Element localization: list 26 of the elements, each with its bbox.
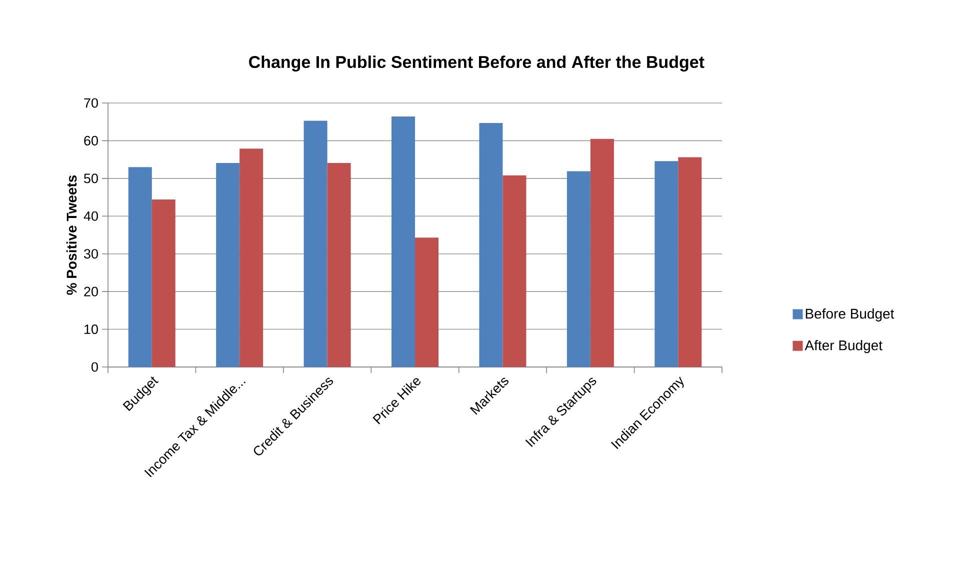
bar: [216, 162, 240, 367]
y-tick-label: 60: [84, 136, 98, 146]
bar: [152, 200, 176, 367]
legend-label: Before Budget: [806, 308, 894, 322]
bar: [566, 171, 590, 367]
bar: [415, 238, 439, 367]
legend-label: After Budget: [804, 340, 882, 354]
y-axis-title: % Positive Tweets: [66, 175, 77, 295]
bar: [304, 120, 328, 367]
bar: [654, 161, 678, 367]
bar: [678, 157, 702, 367]
y-tick-label: 0: [92, 362, 98, 372]
y-tick-label: 40: [84, 211, 98, 221]
bar: [128, 167, 152, 367]
y-tick-label: 30: [84, 249, 98, 259]
y-tick-label: 20: [84, 286, 98, 296]
bar: [502, 175, 526, 367]
bar: [327, 162, 351, 367]
chart-title: Change In Public Sentiment Before and After the Budget: [249, 56, 704, 72]
bar: [240, 148, 264, 367]
bar: [590, 138, 614, 367]
y-tick-label: 70: [84, 98, 98, 108]
y-tick-label: 50: [84, 174, 98, 184]
bar: [392, 116, 416, 367]
y-tick-label: 10: [84, 324, 98, 334]
bar: [479, 122, 503, 367]
